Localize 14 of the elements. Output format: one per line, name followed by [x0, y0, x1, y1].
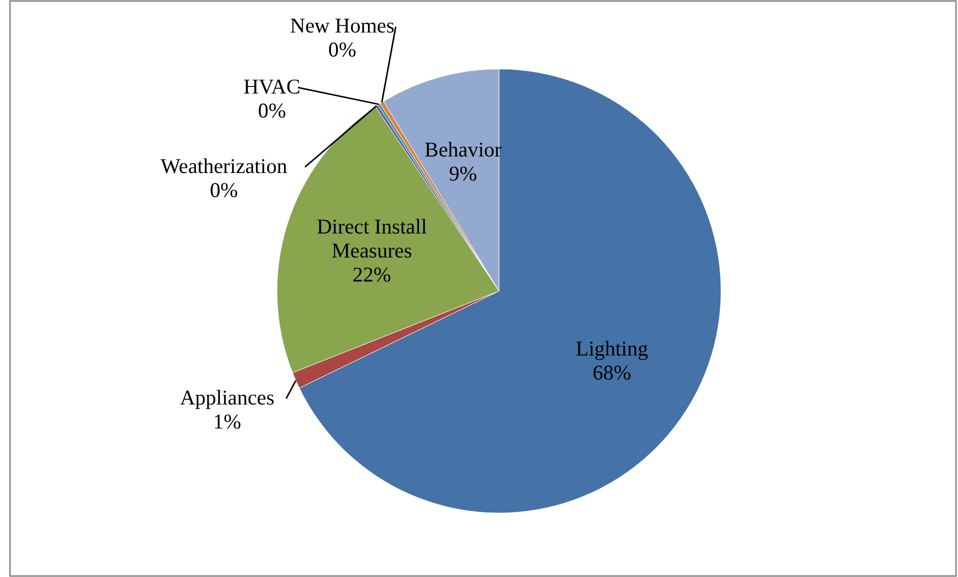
slice-label: Direct Install Measures — [316, 214, 428, 262]
slice-label: HVAC — [244, 74, 300, 99]
data-label: 9% — [449, 162, 478, 186]
slice-label: Appliances — [180, 386, 274, 410]
data-label: 0% — [328, 38, 356, 62]
slice-label: Behavior — [424, 138, 502, 162]
data-label: 0% — [258, 98, 286, 123]
data-label: 1% — [213, 410, 242, 434]
data-label: 22% — [352, 262, 392, 286]
slice-label: New Homes — [290, 14, 394, 38]
slice-label: Lighting — [576, 336, 649, 361]
data-label: 68% — [592, 360, 632, 385]
slice-label: Weatherization — [160, 154, 288, 178]
data-label: 0% — [210, 178, 238, 202]
